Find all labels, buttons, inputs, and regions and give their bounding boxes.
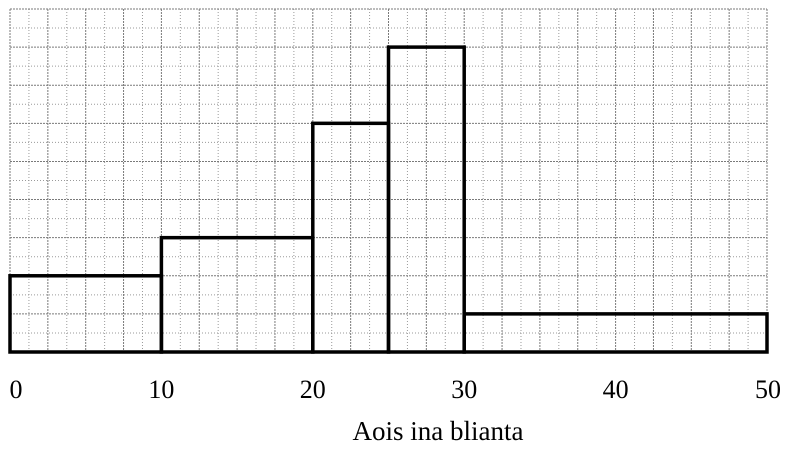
histogram-bar-5 <box>462 312 769 354</box>
histogram-bar-4 <box>386 45 466 354</box>
histogram-bars <box>8 45 769 354</box>
x-tick-label: 10 <box>148 375 174 404</box>
x-tick-label: 30 <box>451 375 477 404</box>
x-tick-label: 20 <box>300 375 326 404</box>
x-axis-tick-labels: 0 10 20 30 40 50 <box>10 375 782 404</box>
x-tick-label: 0 <box>10 375 23 404</box>
x-axis-label: Aois ina blianta <box>353 416 524 446</box>
x-tick-label: 50 <box>755 375 781 404</box>
x-tick-label: 40 <box>603 375 629 404</box>
